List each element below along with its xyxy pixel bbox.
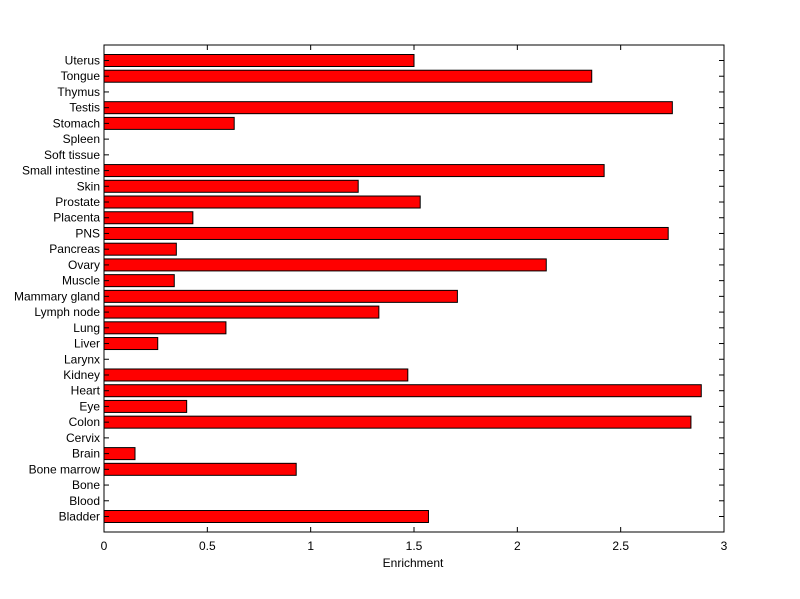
category-label: Thymus bbox=[57, 85, 100, 99]
bar-heart bbox=[103, 384, 702, 398]
category-label: Testis bbox=[69, 101, 100, 115]
bar-small-intestine bbox=[103, 164, 605, 178]
x-tick-label: 1 bbox=[307, 539, 314, 553]
category-label: Blood bbox=[69, 494, 100, 508]
x-tick-label: 2.5 bbox=[612, 539, 629, 553]
category-label: Small intestine bbox=[22, 164, 100, 178]
bar-prostate bbox=[103, 195, 421, 209]
x-tick-label: 1.5 bbox=[406, 539, 423, 553]
bar-pancreas bbox=[103, 242, 177, 256]
bar-mammary-gland bbox=[103, 289, 458, 303]
category-label: Colon bbox=[69, 415, 100, 429]
x-axis-title: Enrichment bbox=[383, 556, 444, 570]
bar-lung bbox=[103, 321, 227, 335]
category-label: Ovary bbox=[68, 258, 100, 272]
category-label: Eye bbox=[79, 399, 100, 413]
category-label: Bone bbox=[72, 478, 100, 492]
category-label: Placenta bbox=[53, 211, 100, 225]
category-label: Brain bbox=[72, 447, 100, 461]
category-label: Larynx bbox=[64, 352, 100, 366]
bar-testis bbox=[103, 101, 673, 115]
category-label: Liver bbox=[74, 337, 100, 351]
category-label: Skin bbox=[77, 179, 100, 193]
category-label: Muscle bbox=[62, 274, 100, 288]
category-label: Heart bbox=[71, 384, 101, 398]
x-tick-label: 0 bbox=[101, 539, 108, 553]
category-label: Stomach bbox=[53, 116, 100, 130]
category-label: Lymph node bbox=[34, 305, 100, 319]
category-label: Mammary gland bbox=[14, 289, 100, 303]
category-label: Cervix bbox=[66, 431, 100, 445]
bar-stomach bbox=[103, 116, 235, 130]
category-label: Tongue bbox=[61, 69, 101, 83]
category-label: PNS bbox=[75, 226, 100, 240]
category-label: Prostate bbox=[55, 195, 100, 209]
bar-placenta bbox=[103, 211, 194, 225]
category-label: Soft tissue bbox=[44, 148, 100, 162]
x-tick-label: 0.5 bbox=[199, 539, 216, 553]
category-label: Bladder bbox=[59, 510, 100, 524]
x-tick-label: 2 bbox=[514, 539, 521, 553]
bar-eye bbox=[103, 399, 188, 413]
bar-bladder bbox=[103, 510, 429, 523]
x-tick-labels: 0 0.5 1 1.5 2 2.5 3 bbox=[101, 539, 728, 553]
ticks-group bbox=[103, 45, 725, 532]
bar-uterus bbox=[103, 54, 415, 67]
bar-lymph-node bbox=[103, 305, 380, 319]
bar-ovary bbox=[103, 258, 547, 272]
bar-bone-marrow bbox=[103, 462, 297, 476]
bar-muscle bbox=[103, 274, 175, 288]
x-tick-label: 3 bbox=[721, 539, 728, 553]
category-label: Pancreas bbox=[49, 242, 100, 256]
category-label: Bone marrow bbox=[29, 462, 101, 476]
bar-skin bbox=[103, 179, 359, 193]
category-label: Lung bbox=[73, 321, 100, 335]
bar-kidney bbox=[103, 368, 409, 382]
bar-colon bbox=[103, 415, 692, 429]
bar-pns bbox=[103, 226, 669, 240]
plot-frame bbox=[103, 44, 725, 533]
bar-liver bbox=[103, 337, 159, 351]
category-label: Kidney bbox=[63, 368, 100, 382]
category-label: Uterus bbox=[65, 54, 100, 68]
category-label: Spleen bbox=[63, 132, 100, 146]
bar-tongue bbox=[103, 69, 593, 83]
